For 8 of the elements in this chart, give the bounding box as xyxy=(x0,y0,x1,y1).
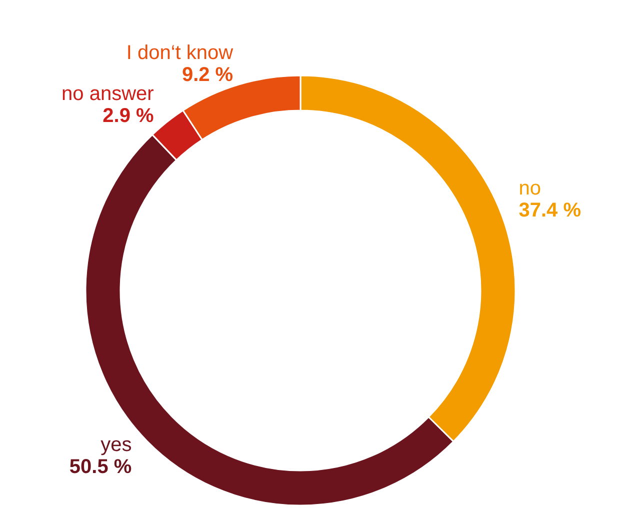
slice-label: no answer xyxy=(62,83,154,106)
data-label: 50.5 % xyxy=(69,456,132,478)
slice-label: I don‘t know xyxy=(126,42,234,64)
data-label: 2.9 % xyxy=(102,105,154,128)
data-label: 9.2 % xyxy=(182,64,234,86)
data-label: 37.4 % xyxy=(518,199,582,222)
slice-label: yes xyxy=(100,434,132,456)
slice-label: no xyxy=(518,177,541,200)
